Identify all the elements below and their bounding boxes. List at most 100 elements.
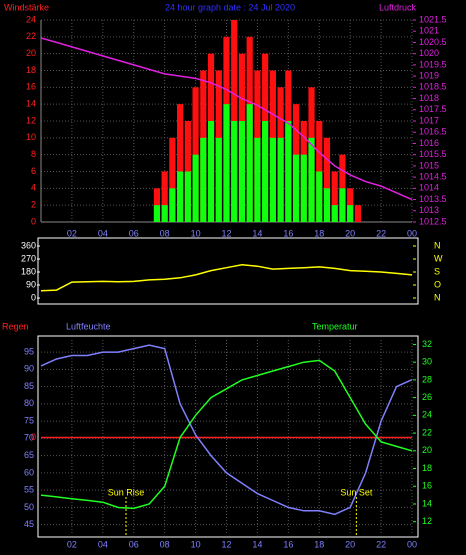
y2-tick-label: 1016.5 bbox=[419, 127, 447, 137]
y2-tick-label: N bbox=[434, 240, 441, 250]
bar bbox=[177, 171, 184, 222]
series-line bbox=[40, 37, 413, 201]
y2-tick-label: 16 bbox=[422, 481, 432, 491]
y-tick-label: 12 bbox=[26, 115, 36, 125]
y-tick-label: 60 bbox=[24, 467, 34, 477]
y-tick-label: 14 bbox=[26, 99, 36, 109]
temperature-label: Temperatur bbox=[312, 321, 358, 331]
bar bbox=[347, 205, 354, 222]
x-tick-label: 02 bbox=[67, 228, 77, 238]
y2-tick-label: 22 bbox=[422, 427, 432, 437]
y2-tick-label: 1015.5 bbox=[419, 149, 447, 159]
y2-tick-label: 24 bbox=[422, 410, 432, 420]
x-tick-label: 14 bbox=[252, 539, 262, 549]
y2-tick-label: 1014.5 bbox=[419, 171, 447, 181]
bar bbox=[339, 188, 346, 222]
bar bbox=[153, 188, 161, 222]
y2-tick-label: N bbox=[434, 292, 441, 302]
bar bbox=[323, 188, 331, 222]
y2-tick-label: 1020 bbox=[419, 48, 439, 58]
bar bbox=[184, 171, 191, 222]
bar bbox=[215, 137, 222, 222]
y2-tick-label: 14 bbox=[422, 498, 432, 508]
x-tick-label: 10 bbox=[191, 539, 201, 549]
x-tick-label: 08 bbox=[160, 539, 170, 549]
y2-tick-label: 1021.5 bbox=[419, 14, 447, 24]
bar bbox=[300, 154, 307, 222]
y-tick-label: 95 bbox=[24, 346, 34, 356]
y2-tick-label: 1013.5 bbox=[419, 194, 447, 204]
y2-tick-label: 1021 bbox=[419, 26, 439, 36]
bar bbox=[161, 205, 168, 222]
y2-tick-label: 1013 bbox=[419, 205, 439, 215]
bar bbox=[269, 137, 276, 222]
y-tick-label: 18 bbox=[26, 65, 36, 75]
x-tick-label: 22 bbox=[376, 228, 386, 238]
y2-tick-label: 28 bbox=[422, 374, 432, 384]
bar bbox=[246, 104, 253, 222]
y-tick-label: 75 bbox=[24, 415, 34, 425]
y-tick-label: 90 bbox=[26, 279, 36, 289]
y-tick-label: 6 bbox=[31, 166, 36, 176]
y2-tick-label: 1016 bbox=[419, 138, 439, 148]
y2-tick-label: 1019.5 bbox=[419, 59, 447, 69]
annotation-text: Sun Set bbox=[340, 487, 373, 497]
x-tick-label: 06 bbox=[129, 228, 139, 238]
bar bbox=[192, 87, 199, 222]
series-line bbox=[40, 359, 413, 510]
bar bbox=[238, 121, 246, 222]
bar bbox=[169, 137, 176, 222]
y-tick-label: 20 bbox=[26, 48, 36, 58]
bar bbox=[223, 104, 230, 222]
y2-tick-label: 1020.5 bbox=[419, 37, 447, 47]
bar bbox=[331, 205, 338, 222]
x-tick-label: 00 bbox=[407, 539, 417, 549]
bar bbox=[161, 171, 168, 222]
y2-tick-label: 1015 bbox=[419, 160, 439, 170]
y-tick-label: 70 bbox=[24, 433, 34, 443]
y2-tick-label: 1019 bbox=[419, 70, 439, 80]
x-tick-label: 08 bbox=[160, 228, 170, 238]
series-line bbox=[40, 344, 413, 516]
annotation-text: Sun Rise bbox=[108, 487, 145, 497]
y-tick-label: 0 bbox=[31, 216, 36, 226]
x-tick-label: 06 bbox=[129, 539, 139, 549]
y2-tick-label: 1012.5 bbox=[419, 216, 447, 226]
x-tick-label: 04 bbox=[98, 539, 108, 549]
y2-tick-label: 1017.5 bbox=[419, 104, 447, 114]
bar bbox=[169, 188, 176, 222]
y-tick-label: 45 bbox=[24, 519, 34, 529]
x-tick-label: 18 bbox=[314, 539, 324, 549]
x-tick-label: 18 bbox=[314, 228, 324, 238]
x-tick-label: 20 bbox=[345, 228, 355, 238]
bar bbox=[323, 137, 331, 222]
bar bbox=[285, 121, 292, 222]
wind-label: Windstärke bbox=[4, 2, 49, 12]
bar bbox=[200, 137, 207, 222]
bar bbox=[231, 121, 238, 222]
bar bbox=[254, 137, 261, 222]
y-tick-label: 90 bbox=[24, 364, 34, 374]
bar bbox=[316, 171, 323, 222]
y2-tick-label: 30 bbox=[422, 357, 432, 367]
series-line bbox=[40, 264, 413, 292]
y3-tick-label: 0 bbox=[31, 432, 36, 442]
y-tick-label: 24 bbox=[26, 14, 36, 24]
x-tick-label: 12 bbox=[221, 228, 231, 238]
x-tick-label: 00 bbox=[407, 228, 417, 238]
y2-tick-label: 12 bbox=[422, 516, 432, 526]
y-tick-label: 270 bbox=[21, 253, 36, 263]
x-tick-label: 20 bbox=[345, 539, 355, 549]
humidity-label: Luftfeuchte bbox=[66, 321, 111, 331]
bar bbox=[192, 154, 199, 222]
y2-tick-label: 26 bbox=[422, 392, 432, 402]
y-tick-label: 360 bbox=[21, 240, 36, 250]
x-tick-label: 14 bbox=[252, 228, 262, 238]
bar bbox=[277, 137, 284, 222]
bar bbox=[331, 171, 338, 222]
panel-border bbox=[37, 237, 419, 305]
y-tick-label: 50 bbox=[24, 502, 34, 512]
y-tick-label: 2 bbox=[31, 200, 36, 210]
pressure-label: Luftdruck bbox=[379, 2, 417, 12]
